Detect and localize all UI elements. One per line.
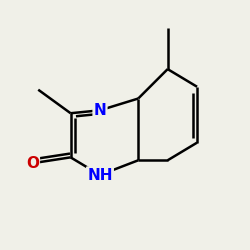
Text: N: N [94, 103, 106, 118]
Text: NH: NH [87, 168, 113, 182]
Text: O: O [26, 156, 39, 171]
